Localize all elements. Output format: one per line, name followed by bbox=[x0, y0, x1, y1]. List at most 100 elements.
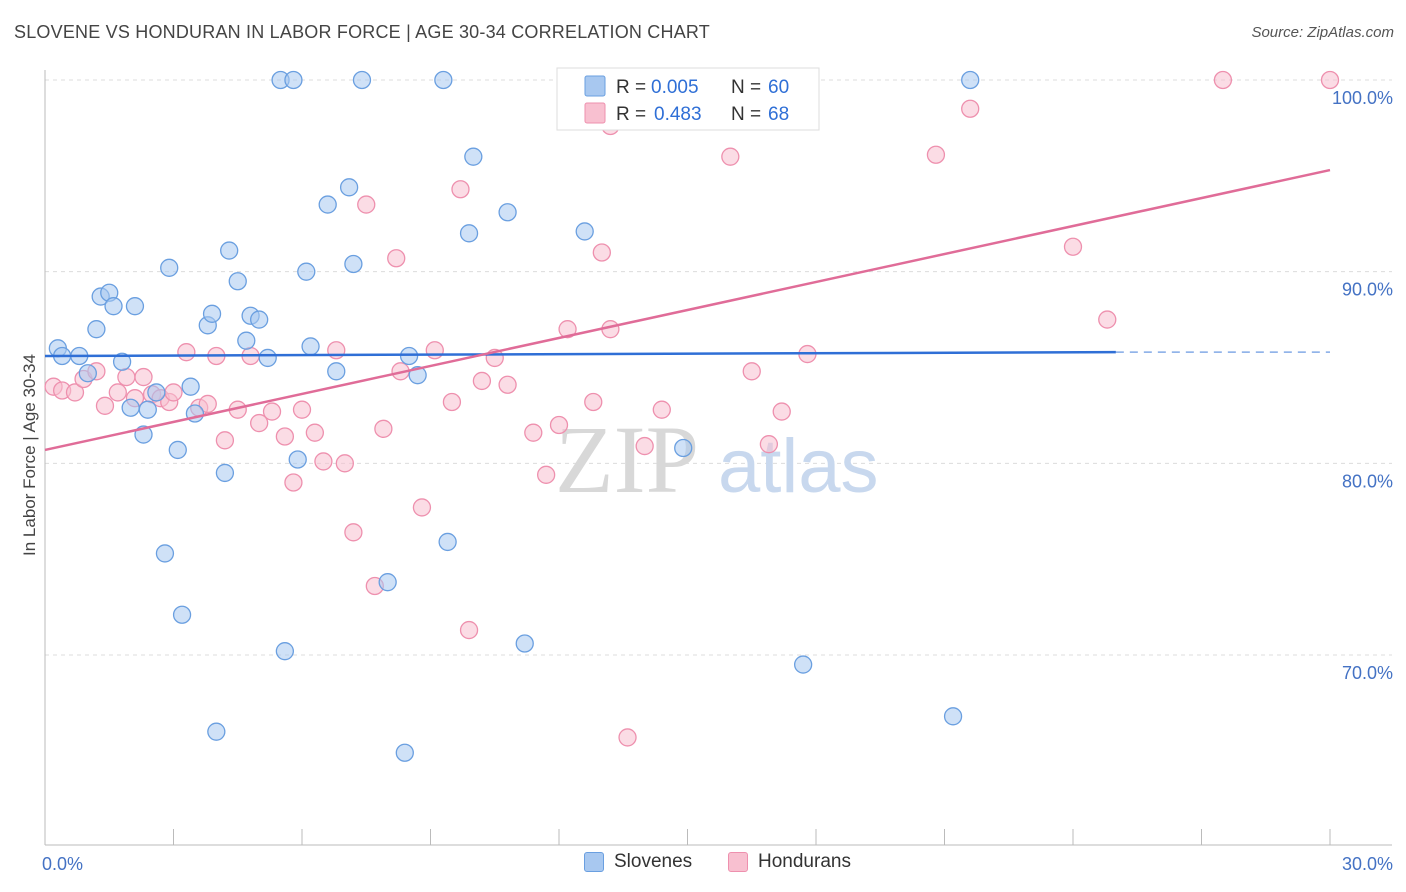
honduran-point bbox=[164, 383, 183, 402]
slovene-point bbox=[181, 377, 200, 396]
honduran-point bbox=[558, 320, 577, 339]
slovene-point bbox=[438, 532, 457, 552]
axes bbox=[44, 70, 1392, 846]
honduran-point bbox=[262, 402, 282, 421]
grid bbox=[45, 79, 1392, 656]
honduran-point bbox=[292, 400, 312, 419]
slovene-point bbox=[378, 573, 397, 592]
legend-r-label-2: R = bbox=[616, 104, 646, 125]
bottom-legend-swatch-slovenes bbox=[584, 852, 604, 872]
slovene-point bbox=[301, 337, 320, 356]
slovene-point bbox=[344, 254, 363, 274]
honduran-point bbox=[549, 415, 569, 435]
honduran-point bbox=[357, 195, 376, 214]
honduran-point bbox=[134, 367, 153, 387]
slovene-point bbox=[459, 224, 479, 243]
watermark: ZIP atlas bbox=[555, 406, 879, 513]
honduran-point bbox=[742, 362, 761, 381]
slovene-point bbox=[207, 722, 226, 741]
honduran-point bbox=[1213, 70, 1233, 90]
honduran-point bbox=[284, 473, 303, 492]
honduran-point bbox=[451, 180, 470, 199]
honduran-point bbox=[95, 396, 115, 415]
slovene-point bbox=[674, 438, 693, 458]
legend-n-value-1: 60 bbox=[768, 77, 789, 98]
honduran-point bbox=[537, 465, 556, 484]
slovene-point bbox=[228, 272, 247, 291]
slovene-point bbox=[258, 348, 277, 368]
slovene-point bbox=[399, 346, 419, 366]
bottom-legend-hondurans: Hondurans bbox=[728, 851, 851, 873]
y-tick-label: 90.0% bbox=[1342, 280, 1393, 300]
bottom-legend-label-hondurans: Hondurans bbox=[758, 851, 851, 872]
legend-n-label-2: N = bbox=[731, 104, 761, 125]
slovene-point bbox=[498, 203, 517, 222]
slovene-point bbox=[121, 398, 140, 417]
honduran-point bbox=[472, 371, 492, 391]
slovene-point bbox=[112, 352, 132, 371]
slovene-point bbox=[395, 743, 414, 762]
honduran-point bbox=[926, 145, 946, 164]
honduran-point bbox=[772, 402, 791, 421]
watermark-atlas: atlas bbox=[718, 424, 879, 509]
source-label: Source: ZipAtlas.com bbox=[1251, 24, 1394, 41]
y-tick-label: 70.0% bbox=[1342, 663, 1393, 683]
slovene-point bbox=[160, 258, 179, 277]
slovene-point bbox=[147, 383, 166, 402]
slovene-point bbox=[155, 544, 175, 563]
legend-n-value-2: 68 bbox=[768, 104, 789, 125]
honduran-point bbox=[374, 419, 393, 438]
honduran-point bbox=[498, 375, 517, 394]
honduran-point bbox=[1098, 310, 1117, 329]
honduran-point bbox=[65, 383, 85, 402]
honduran-point bbox=[387, 249, 406, 268]
y-tick-label: 100.0% bbox=[1332, 88, 1393, 108]
honduran-point bbox=[425, 341, 444, 360]
honduran-point bbox=[618, 728, 637, 747]
y-tick-label: 80.0% bbox=[1342, 471, 1393, 491]
honduran-point bbox=[314, 452, 333, 471]
slovene-point bbox=[250, 310, 269, 329]
slovene-point bbox=[202, 304, 222, 323]
x-tick-label: 0.0% bbox=[42, 854, 83, 874]
slovene-point bbox=[288, 450, 307, 469]
honduran-point bbox=[117, 367, 136, 387]
legend-r-value-1: 0.005 bbox=[651, 77, 699, 98]
honduran-point bbox=[759, 435, 779, 454]
slovene-point bbox=[87, 320, 106, 339]
honduran-point bbox=[275, 427, 295, 446]
legend-n-label-1: N = bbox=[731, 77, 761, 98]
slovene-point bbox=[215, 463, 235, 483]
honduran-point bbox=[108, 383, 127, 402]
slovene-point bbox=[138, 400, 157, 419]
slovene-point bbox=[961, 70, 980, 90]
slovene-point bbox=[78, 364, 97, 383]
honduran-point bbox=[344, 523, 363, 542]
honduran-point bbox=[305, 423, 325, 442]
slovene-point bbox=[172, 605, 192, 624]
honduran-point bbox=[215, 431, 235, 450]
legend-r-value-2: 0.483 bbox=[654, 104, 702, 125]
slovene-point bbox=[794, 655, 813, 674]
chart-title: SLOVENE VS HONDURAN IN LABOR FORCE | AGE… bbox=[14, 22, 710, 42]
honduran-point bbox=[1063, 237, 1083, 256]
honduran-point bbox=[177, 343, 196, 362]
legend-swatch-hondurans bbox=[584, 102, 606, 124]
bottom-legend: Slovenes Hondurans bbox=[0, 851, 1406, 879]
trend-lines bbox=[44, 168, 1331, 452]
slovene-point bbox=[464, 147, 483, 166]
bottom-legend-swatch-hondurans bbox=[728, 852, 748, 872]
slovenes-trend-line bbox=[44, 350, 1116, 358]
legend-box: R = 0.005 N = 60 R = 0.483 N = 68 bbox=[556, 67, 820, 131]
honduran-point bbox=[250, 413, 269, 433]
slovene-point bbox=[318, 195, 337, 214]
slovene-point bbox=[434, 70, 453, 90]
slovene-point bbox=[943, 707, 963, 726]
slovene-point bbox=[237, 331, 256, 350]
slovene-point bbox=[352, 70, 372, 90]
watermark-zip: ZIP bbox=[555, 406, 699, 513]
bottom-legend-label-slovenes: Slovenes bbox=[614, 851, 693, 872]
honduran-point bbox=[721, 147, 740, 166]
bottom-legend-slovenes: Slovenes bbox=[584, 851, 692, 873]
honduran-point bbox=[335, 454, 354, 473]
